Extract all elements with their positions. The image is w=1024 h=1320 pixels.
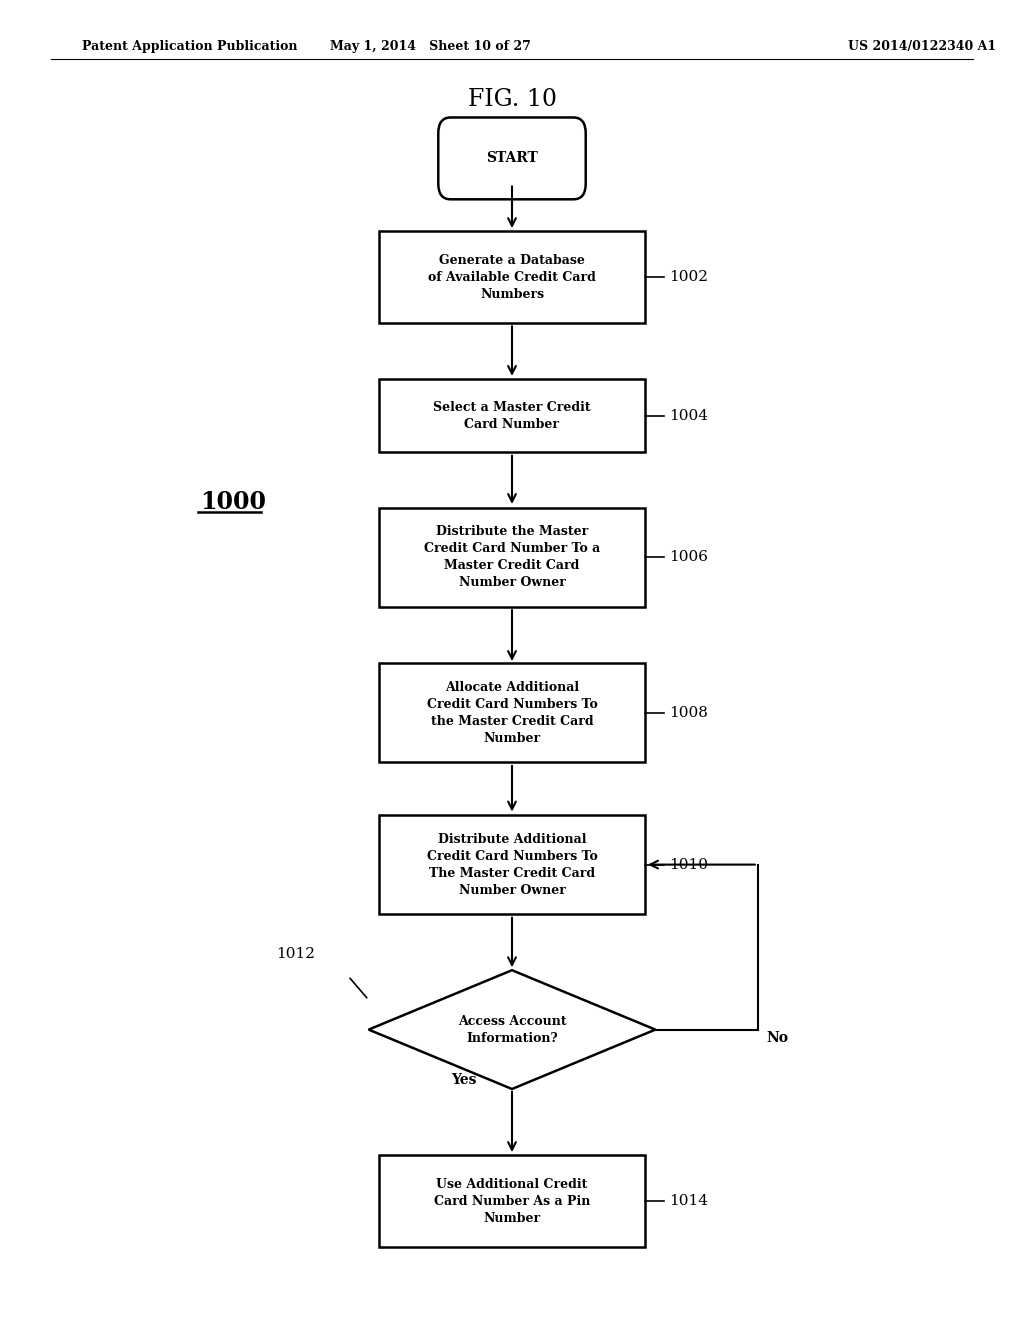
Text: FIG. 10: FIG. 10	[468, 87, 556, 111]
Text: Distribute Additional
Credit Card Numbers To
The Master Credit Card
Number Owner: Distribute Additional Credit Card Number…	[427, 833, 597, 896]
Text: Select a Master Credit
Card Number: Select a Master Credit Card Number	[433, 401, 591, 430]
Text: No: No	[766, 1031, 787, 1044]
Text: Allocate Additional
Credit Card Numbers To
the Master Credit Card
Number: Allocate Additional Credit Card Numbers …	[427, 681, 597, 744]
Text: US 2014/0122340 A1: US 2014/0122340 A1	[848, 40, 995, 53]
Text: 1002: 1002	[669, 271, 708, 284]
Text: 1008: 1008	[669, 706, 708, 719]
Text: 1014: 1014	[669, 1195, 708, 1208]
Text: Yes: Yes	[451, 1073, 476, 1086]
FancyBboxPatch shape	[379, 663, 645, 762]
Text: 1010: 1010	[669, 858, 708, 871]
Text: May 1, 2014   Sheet 10 of 27: May 1, 2014 Sheet 10 of 27	[330, 40, 530, 53]
Text: START: START	[486, 152, 538, 165]
Text: 1004: 1004	[669, 409, 708, 422]
FancyBboxPatch shape	[379, 231, 645, 323]
Text: Distribute the Master
Credit Card Number To a
Master Credit Card
Number Owner: Distribute the Master Credit Card Number…	[424, 525, 600, 589]
Text: 1006: 1006	[669, 550, 708, 564]
Text: 1012: 1012	[276, 948, 315, 961]
FancyBboxPatch shape	[379, 1155, 645, 1247]
FancyBboxPatch shape	[379, 379, 645, 451]
FancyBboxPatch shape	[438, 117, 586, 199]
Text: 1000: 1000	[200, 490, 265, 513]
Text: Patent Application Publication: Patent Application Publication	[82, 40, 297, 53]
Text: Generate a Database
of Available Credit Card
Numbers: Generate a Database of Available Credit …	[428, 253, 596, 301]
Text: Access Account
Information?: Access Account Information?	[458, 1015, 566, 1044]
FancyBboxPatch shape	[379, 814, 645, 913]
Polygon shape	[369, 970, 655, 1089]
FancyBboxPatch shape	[379, 508, 645, 607]
Text: Use Additional Credit
Card Number As a Pin
Number: Use Additional Credit Card Number As a P…	[434, 1177, 590, 1225]
